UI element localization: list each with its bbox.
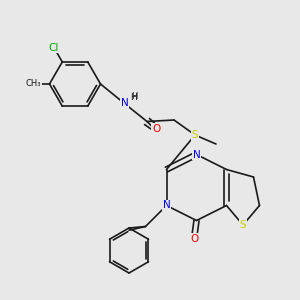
Text: S: S bbox=[192, 130, 198, 140]
Text: O: O bbox=[152, 124, 160, 134]
Text: CH₃: CH₃ bbox=[25, 80, 41, 88]
Text: S: S bbox=[240, 220, 246, 230]
Text: Cl: Cl bbox=[49, 43, 59, 52]
Text: N: N bbox=[193, 149, 200, 160]
Text: Cl: Cl bbox=[49, 43, 59, 52]
Text: O: O bbox=[190, 233, 198, 244]
Text: O: O bbox=[152, 124, 160, 134]
Text: CH₃: CH₃ bbox=[25, 80, 41, 88]
Text: N: N bbox=[193, 149, 200, 160]
Text: S: S bbox=[240, 220, 246, 230]
Text: O: O bbox=[190, 233, 198, 244]
Text: S: S bbox=[192, 130, 198, 140]
Text: H: H bbox=[131, 92, 137, 101]
Text: N: N bbox=[163, 200, 170, 211]
Text: H: H bbox=[130, 93, 137, 102]
Text: N: N bbox=[163, 200, 170, 211]
Text: N: N bbox=[121, 98, 128, 109]
Text: N: N bbox=[121, 98, 128, 109]
